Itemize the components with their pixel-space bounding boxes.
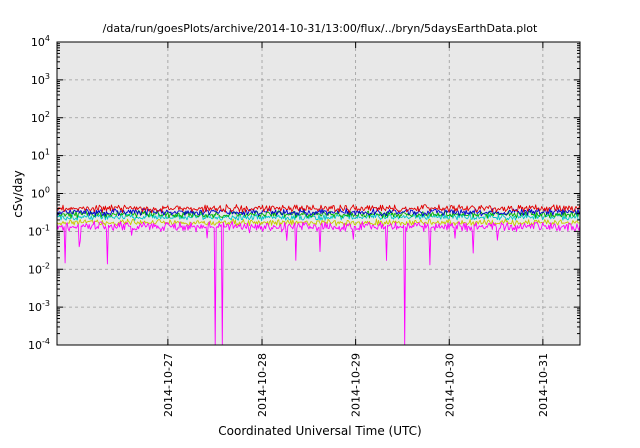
y-tick-label: 103 <box>31 72 50 87</box>
series-line-yellow <box>56 218 581 227</box>
x-tick-label: 2014-10-31 <box>537 353 550 417</box>
series-line-cyan <box>56 212 581 222</box>
y-tick-label: 10-1 <box>28 223 50 238</box>
chart-title: /data/run/goesPlots/archive/2014-10-31/1… <box>102 22 538 35</box>
x-tick-label: 2014-10-27 <box>162 353 175 417</box>
y-tick-label: 102 <box>31 110 50 125</box>
x-tick-label: 2014-10-29 <box>350 353 363 417</box>
x-axis-label: Coordinated Universal Time (UTC) <box>218 424 422 438</box>
x-tick-label: 2014-10-30 <box>443 353 456 417</box>
series-line-green <box>56 210 581 219</box>
y-tick-label: 10-2 <box>28 261 50 276</box>
y-tick-label: 10-3 <box>28 299 50 314</box>
y-tick-label: 101 <box>31 148 50 163</box>
y-tick-label: 104 <box>31 34 50 49</box>
plot-background <box>57 42 580 345</box>
y-tick-label: 10-4 <box>28 337 50 352</box>
y-tick-label: 100 <box>31 186 50 201</box>
series-line-red <box>56 204 581 214</box>
series-line-magenta <box>56 220 581 346</box>
x-tick-label: 2014-10-28 <box>256 353 269 417</box>
